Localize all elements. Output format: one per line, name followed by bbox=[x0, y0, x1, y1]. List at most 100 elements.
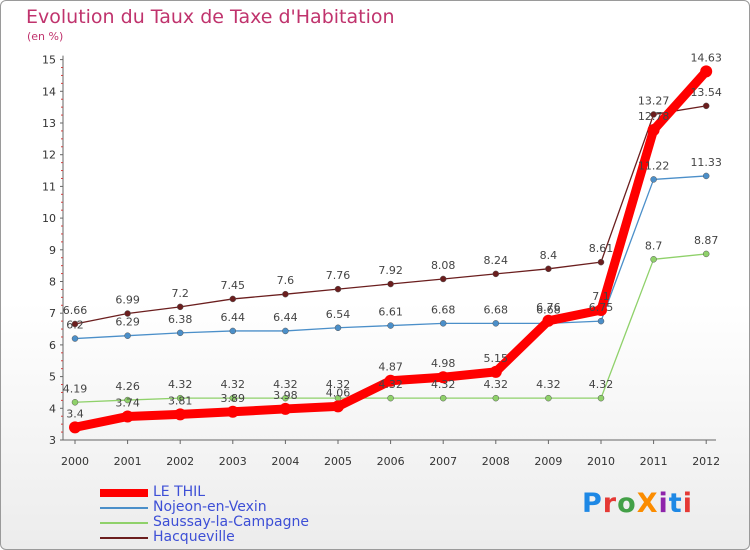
data-label: 7.76 bbox=[326, 269, 351, 282]
data-label: 11.33 bbox=[690, 156, 722, 169]
data-point bbox=[226, 405, 239, 418]
legend-swatch bbox=[100, 507, 148, 509]
y-tick-label: 5 bbox=[49, 371, 56, 384]
data-label: 6.75 bbox=[589, 301, 614, 314]
data-label: 4.32 bbox=[168, 378, 193, 391]
data-label: 4.32 bbox=[273, 378, 298, 391]
data-label: 7.1 bbox=[592, 290, 610, 303]
proxiti-logo: ProXiti bbox=[582, 488, 693, 519]
data-label: 4.32 bbox=[378, 378, 403, 391]
data-label: 5.15 bbox=[484, 352, 509, 365]
data-label: 7.2 bbox=[171, 287, 189, 300]
data-point bbox=[700, 65, 713, 78]
data-label: 6.61 bbox=[378, 306, 403, 319]
legend-label: Nojeon-en-Vexin bbox=[153, 499, 267, 515]
data-label: 4.32 bbox=[589, 378, 614, 391]
data-point bbox=[489, 365, 502, 378]
data-label: 4.32 bbox=[326, 378, 351, 391]
data-label: 7.6 bbox=[277, 274, 295, 287]
data-point bbox=[702, 250, 710, 258]
data-point bbox=[121, 410, 134, 423]
y-tick-label: 7 bbox=[49, 307, 56, 320]
data-label: 4.06 bbox=[326, 386, 351, 399]
x-tick-label: 2008 bbox=[482, 455, 510, 468]
data-point bbox=[384, 374, 397, 387]
logo-letter: i bbox=[658, 488, 669, 519]
data-point bbox=[229, 327, 237, 335]
data-point bbox=[334, 324, 342, 332]
logo-letter: X bbox=[636, 488, 659, 519]
logo-letter: i bbox=[682, 488, 693, 519]
data-point bbox=[124, 310, 131, 317]
data-point bbox=[597, 394, 605, 402]
data-label: 6.66 bbox=[63, 304, 88, 317]
x-tick-label: 2007 bbox=[429, 455, 457, 468]
data-point bbox=[282, 394, 289, 402]
data-point bbox=[437, 371, 450, 384]
data-label: 3.98 bbox=[273, 389, 298, 402]
x-tick-label: 2001 bbox=[114, 455, 142, 468]
x-tick-label: 2012 bbox=[692, 455, 720, 468]
y-tick-label: 3 bbox=[49, 434, 56, 447]
data-point bbox=[229, 394, 237, 402]
data-point bbox=[176, 303, 184, 311]
data-point bbox=[332, 400, 344, 413]
data-point bbox=[71, 320, 79, 328]
data-point bbox=[69, 421, 81, 434]
unit-label: (en %) bbox=[27, 30, 64, 43]
x-tick-label: 2005 bbox=[324, 455, 352, 468]
legend-label: LE THIL bbox=[153, 484, 206, 500]
x-tick-label: 2000 bbox=[61, 455, 89, 468]
data-point bbox=[647, 123, 660, 136]
data-label: 4.19 bbox=[63, 382, 88, 395]
data-point bbox=[492, 270, 500, 278]
y-tick-label: 9 bbox=[49, 244, 56, 257]
y-tick-label: 6 bbox=[49, 339, 56, 352]
data-point bbox=[387, 394, 394, 402]
data-label: 4.32 bbox=[221, 378, 246, 391]
y-tick-label: 12 bbox=[42, 149, 56, 162]
y-tick-label: 15 bbox=[42, 54, 56, 67]
data-point bbox=[279, 402, 292, 415]
data-label: 12.78 bbox=[638, 110, 670, 123]
data-point bbox=[650, 111, 657, 118]
data-label: 3.4 bbox=[66, 407, 84, 420]
data-point bbox=[439, 394, 447, 402]
data-point bbox=[229, 295, 237, 303]
data-point bbox=[545, 394, 552, 402]
data-label: 6.54 bbox=[326, 308, 351, 321]
data-point bbox=[176, 329, 184, 337]
data-point bbox=[71, 399, 79, 406]
data-label: 6.44 bbox=[273, 311, 298, 324]
y-tick-label: 13 bbox=[42, 117, 56, 130]
data-label: 7.45 bbox=[221, 279, 246, 292]
data-label: 8.61 bbox=[589, 242, 614, 255]
data-label: 3.81 bbox=[168, 394, 193, 407]
data-label: 8.24 bbox=[484, 254, 509, 267]
data-label: 13.27 bbox=[638, 94, 670, 107]
data-label: 4.32 bbox=[431, 378, 456, 391]
x-tick-label: 2010 bbox=[587, 455, 615, 468]
data-label: 4.87 bbox=[378, 361, 403, 374]
data-label: 6.68 bbox=[536, 303, 561, 316]
y-tick-label: 10 bbox=[42, 212, 56, 225]
data-point bbox=[174, 408, 187, 421]
logo-letter: o bbox=[617, 488, 637, 519]
legend-swatch bbox=[100, 522, 148, 524]
data-point bbox=[702, 102, 710, 110]
x-tick-label: 2004 bbox=[271, 455, 299, 468]
data-point bbox=[439, 320, 447, 327]
data-label: 4.32 bbox=[484, 378, 509, 391]
data-point bbox=[282, 290, 289, 298]
x-tick-label: 2009 bbox=[534, 455, 562, 468]
data-point bbox=[597, 317, 605, 325]
data-point bbox=[595, 304, 607, 317]
data-point bbox=[124, 396, 131, 404]
data-point bbox=[492, 394, 500, 402]
data-label: 11.22 bbox=[638, 159, 670, 172]
data-point bbox=[650, 256, 657, 263]
data-label: 6.44 bbox=[221, 311, 246, 324]
data-label: 4.26 bbox=[115, 380, 140, 393]
